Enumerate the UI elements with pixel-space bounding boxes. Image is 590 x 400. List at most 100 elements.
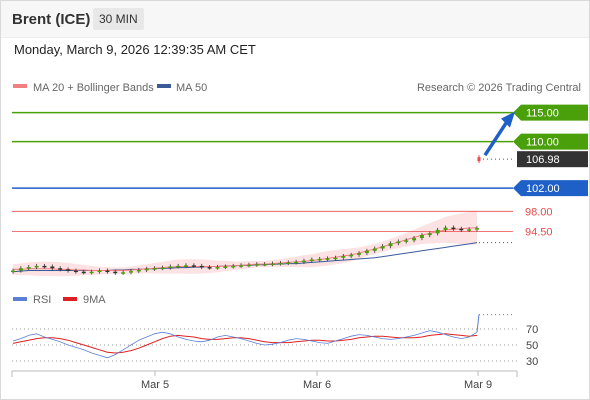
candle-body xyxy=(160,267,165,270)
last-price-candle xyxy=(477,157,481,162)
candle-body xyxy=(34,265,39,268)
candle-body xyxy=(89,271,94,274)
candle-body xyxy=(419,235,424,239)
x-tick-label: Mar 6 xyxy=(303,379,331,391)
candle-body xyxy=(184,265,189,267)
rsi-tick-50: 50 xyxy=(526,340,538,352)
candle-body xyxy=(467,229,472,231)
candle-body xyxy=(81,271,86,274)
candle-body xyxy=(215,267,220,269)
candle-body xyxy=(42,265,47,268)
level-label-110.00: 110.00 xyxy=(526,137,559,149)
candle-body xyxy=(404,240,409,242)
candle-body xyxy=(333,257,338,260)
level-badge-110.00 xyxy=(513,133,588,150)
candle-body xyxy=(239,265,244,267)
candle-body xyxy=(388,243,393,247)
candle-body xyxy=(73,270,78,273)
level-label-102.00: 102.00 xyxy=(526,183,560,195)
candle-body xyxy=(50,266,55,269)
candle-body xyxy=(262,264,267,266)
candle-body xyxy=(325,258,330,260)
level-badge-102.00 xyxy=(513,180,588,197)
candle-body xyxy=(309,259,314,262)
candle-body xyxy=(66,269,71,271)
legend-ma50-label: MA 50 xyxy=(176,82,207,94)
candle-body xyxy=(286,262,291,264)
candle-body xyxy=(246,264,251,267)
candle-body xyxy=(223,266,228,268)
legend-rsi-label: RSI xyxy=(33,294,51,306)
trend-arrow-shaft xyxy=(483,120,509,157)
last-price-badge xyxy=(517,151,588,168)
trend-arrow-head xyxy=(501,111,515,128)
chart-datetime: Monday, March 9, 2026 12:39:35 AM CET xyxy=(14,42,256,57)
candle-body xyxy=(451,227,456,230)
candle-body xyxy=(435,229,440,234)
x-axis-ticks: Mar 5 Mar 6 Mar 9 xyxy=(141,371,492,391)
candle-body xyxy=(301,260,306,263)
candle-body xyxy=(270,263,275,266)
legend-ma20-label: MA 20 + Bollinger Bands xyxy=(33,82,154,94)
x-tick-label: Mar 9 xyxy=(464,379,492,391)
instrument-title: Brent (ICE) xyxy=(12,11,91,28)
candle-body xyxy=(396,241,401,244)
candle-body xyxy=(11,270,15,273)
candle-body xyxy=(278,263,283,265)
rsi-line xyxy=(12,330,478,359)
candle-body xyxy=(294,261,299,264)
candle-body xyxy=(443,227,448,230)
copyright-label: Research © 2026 Trading Central xyxy=(417,82,581,94)
candle-body xyxy=(199,265,204,268)
candle-body xyxy=(97,270,102,273)
candle-body xyxy=(349,254,354,257)
chart-header: Brent (ICE) 30 MIN xyxy=(1,1,589,38)
bollinger-band xyxy=(13,210,477,277)
candle-body xyxy=(58,268,63,270)
candle-body xyxy=(475,228,479,230)
candle-body xyxy=(105,270,110,273)
candle-body xyxy=(144,268,149,271)
last-price-label: 106.98 xyxy=(526,154,560,166)
candle-body xyxy=(26,267,31,269)
price-plot: 115.00 110.00 102.00 98.00 94.50 106.98 xyxy=(11,104,588,277)
candle-body xyxy=(364,250,369,254)
candle-body xyxy=(128,271,133,273)
candle-body xyxy=(152,268,157,270)
legend-ma20-swatch xyxy=(13,84,27,88)
candle-body xyxy=(459,228,464,231)
rsi-plot: 30 50 70 xyxy=(12,308,538,368)
legend-rsi-swatch xyxy=(13,297,27,301)
candle-body xyxy=(168,266,173,268)
level-badge-115.00 xyxy=(513,104,588,121)
candle-body xyxy=(191,265,196,267)
level-label-98.00: 98.00 xyxy=(525,206,553,218)
candle-body xyxy=(357,253,362,255)
candle-body xyxy=(176,265,181,268)
candle-body xyxy=(341,256,346,258)
candle-body xyxy=(113,271,118,274)
rsi-ma-line xyxy=(12,333,478,354)
legend-rsi-ma-label: 9MA xyxy=(83,294,106,306)
rsi-spike xyxy=(476,314,480,333)
candle-body xyxy=(18,268,23,271)
rsi-tick-70: 70 xyxy=(526,324,538,336)
candle-body xyxy=(317,258,322,261)
level-label-94.50: 94.50 xyxy=(525,227,553,239)
rsi-tick-30: 30 xyxy=(526,356,538,368)
level-label-115.00: 115.00 xyxy=(526,108,559,120)
legend-rsi-ma-swatch xyxy=(63,297,77,301)
legend-ma50-swatch xyxy=(157,84,171,88)
candle-body xyxy=(380,246,385,249)
candle-body xyxy=(372,248,377,251)
x-tick-label: Mar 5 xyxy=(141,379,169,391)
candle-body xyxy=(427,233,432,236)
candle-body xyxy=(254,264,259,266)
timeframe-badge[interactable]: 30 MIN xyxy=(93,8,144,30)
candle-body xyxy=(121,272,126,274)
candle-body xyxy=(231,265,236,268)
candle-body xyxy=(412,238,417,241)
candle-body xyxy=(207,267,212,269)
